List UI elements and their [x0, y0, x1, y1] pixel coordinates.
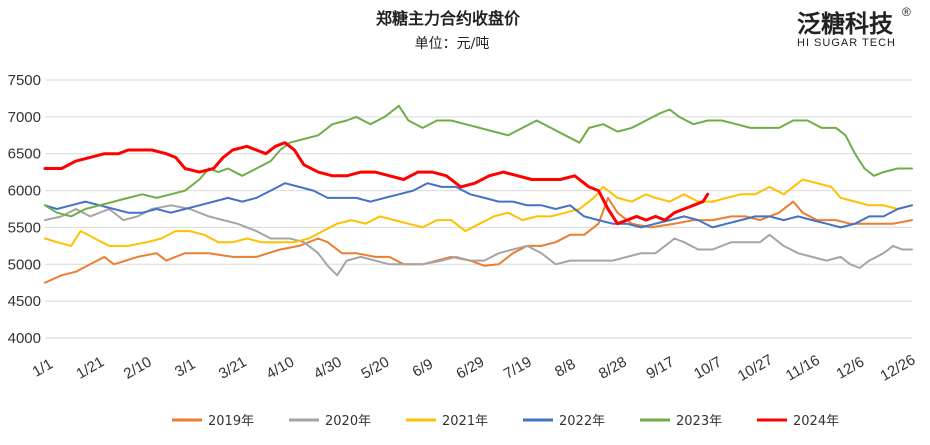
x-tick-label: 8/28	[596, 353, 630, 382]
legend-item: 2022年	[523, 414, 605, 429]
chart-subtitle: 单位：元/吨	[415, 36, 490, 52]
x-tick-label: 5/20	[358, 353, 392, 382]
brand-tagline: HI SUGAR TECH	[797, 37, 896, 49]
legend-label: 2024年	[793, 414, 839, 429]
legend-label: 2023年	[676, 414, 722, 429]
y-tick-label: 6500	[8, 146, 41, 163]
registered-mark: ®	[902, 5, 911, 19]
x-tick-label: 3/21	[216, 353, 250, 382]
x-tick-label: 10/27	[735, 351, 776, 384]
y-tick-label: 4500	[8, 293, 41, 310]
brand-logo: 泛糖科技 ® HI SUGAR TECH	[797, 5, 911, 49]
legend-label: 2020年	[325, 414, 371, 429]
x-tick-label: 6/29	[453, 353, 487, 382]
series-line-5	[44, 104, 913, 218]
chart-title: 郑糖主力合约收盘价	[376, 9, 521, 28]
gridlines	[45, 79, 912, 339]
legend-label: 2022年	[559, 414, 605, 429]
x-tick-label: 6/9	[410, 356, 437, 381]
series-line-1	[44, 196, 913, 284]
x-tick-label: 12/26	[877, 351, 918, 384]
series-line-4	[44, 182, 913, 229]
y-tick-label: 4000	[8, 330, 41, 347]
legend-item: 2020年	[289, 414, 371, 429]
x-tick-label: 7/19	[501, 353, 535, 382]
x-tick-label: 11/16	[783, 352, 823, 385]
x-tick-label: 3/1	[172, 356, 199, 381]
x-tick-label: 10/7	[691, 353, 725, 382]
x-tick-label: 2/10	[121, 353, 155, 382]
legend-label: 2019年	[208, 414, 254, 429]
legend: 2019年 2020年 2021年 2022年 2023年 2024年	[172, 414, 839, 429]
legend-item: 2024年	[757, 414, 839, 429]
x-tick-label: 8/8	[552, 356, 579, 381]
y-tick-label: 7500	[8, 72, 41, 89]
x-axis: 1/1 1/21 2/10 3/1 3/21 4/10 4/30 5/20 6/9 6/29 7/1…	[29, 351, 918, 384]
y-tick-label: 5500	[8, 219, 41, 236]
y-tick-label: 5000	[8, 256, 41, 273]
series-line-3	[44, 178, 913, 247]
y-tick-label: 7000	[8, 109, 41, 126]
x-tick-label: 4/10	[263, 353, 297, 382]
y-axis: 4000 4500 5000 5500 6000 6500 7000 7500	[8, 72, 41, 347]
x-tick-label: 1/21	[73, 353, 107, 382]
brand-name: 泛糖科技	[797, 10, 894, 38]
series-line-6	[43, 141, 710, 226]
x-tick-label: 1/1	[29, 356, 56, 381]
x-tick-label: 4/30	[311, 353, 345, 382]
legend-item: 2021年	[406, 414, 488, 429]
legend-item: 2023年	[640, 414, 722, 429]
series-lines	[43, 104, 913, 284]
x-tick-label: 9/17	[643, 353, 677, 382]
y-tick-label: 6000	[8, 183, 41, 200]
series-line-2	[44, 204, 913, 277]
legend-item: 2019年	[172, 414, 254, 429]
legend-label: 2021年	[442, 414, 488, 429]
x-tick-label: 12/6	[833, 353, 867, 382]
